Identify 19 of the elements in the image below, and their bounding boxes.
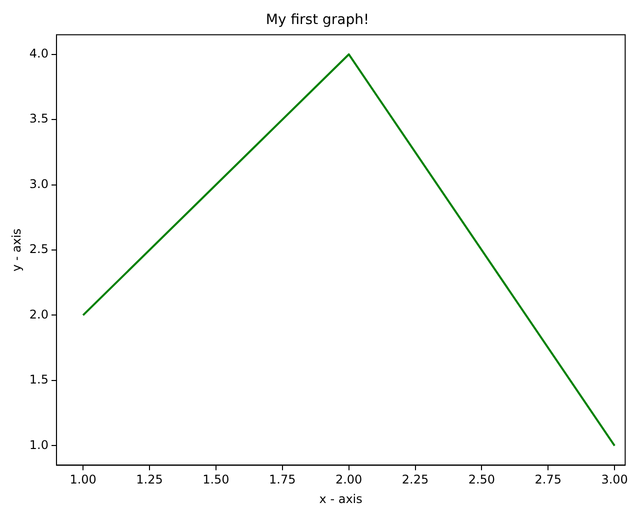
y-tick-label: 1.0 <box>29 438 48 452</box>
y-axis-title: y - axis <box>9 228 24 272</box>
y-tick-label: 2.0 <box>29 307 48 322</box>
x-tick-label: 2.00 <box>335 472 362 487</box>
x-tick-label: 1.25 <box>136 472 163 487</box>
x-tick-label: 1.50 <box>202 472 230 487</box>
x-tick-label: 2.25 <box>402 472 429 487</box>
y-tick-label: 4.0 <box>29 46 48 60</box>
x-tick-label: 1.75 <box>269 472 296 487</box>
x-axis-title: x - axis <box>319 492 362 506</box>
chart-title: My first graph! <box>266 12 370 28</box>
y-tick-label: 3.5 <box>29 112 48 126</box>
x-tick-label: 1.00 <box>70 472 96 487</box>
x-tick-label: 2.50 <box>468 472 496 487</box>
x-tick-label: 2.75 <box>534 472 562 487</box>
y-tick-label: 2.5 <box>29 242 48 256</box>
x-tick-label: 3.00 <box>601 472 628 487</box>
y-tick-label: 1.5 <box>29 372 48 387</box>
y-tick-label: 3.0 <box>29 176 48 191</box>
